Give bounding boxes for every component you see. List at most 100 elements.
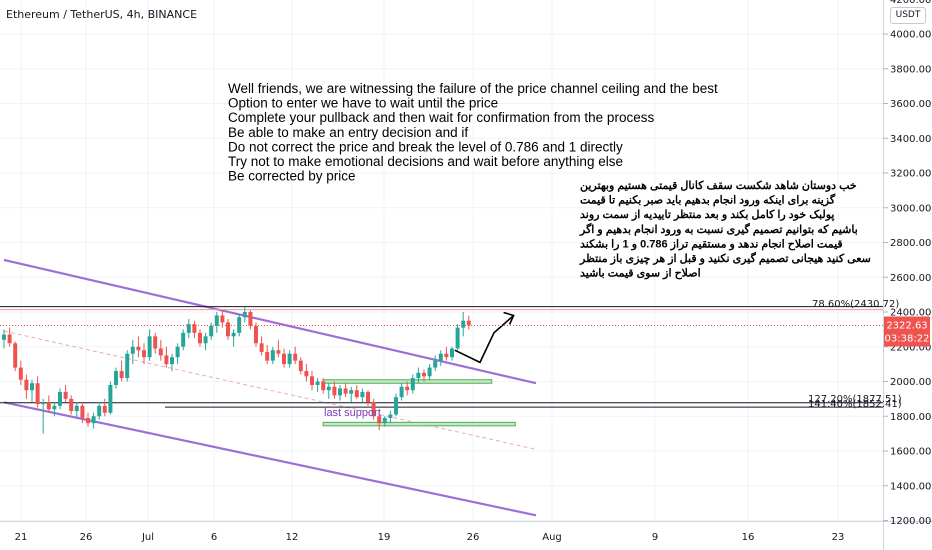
fib-level-label-upper: 78.60%(2430.72) [812, 299, 899, 310]
price-tick-label: 3800.00 [890, 64, 931, 75]
candle-body [35, 383, 40, 405]
price-tick-label: 4200.00 [890, 0, 931, 6]
english-note-line: Complete your pullback and then wait for… [228, 110, 654, 125]
candle-body [130, 346, 135, 354]
candle-body [332, 386, 337, 396]
english-note-line: Option to enter we have to wait until th… [228, 96, 498, 111]
candle-body [298, 360, 303, 372]
last-price-badge [884, 316, 930, 347]
candle-body [259, 343, 264, 352]
candle-body [394, 397, 398, 415]
price-tick-label: 1200.00 [890, 516, 931, 527]
candle-body [136, 346, 141, 351]
candle-body [248, 312, 253, 326]
english-note: Well friends, we are witnessing the fail… [228, 81, 718, 184]
time-tick-label: 12 [286, 532, 299, 543]
time-tick-label: 26 [80, 532, 93, 543]
candle-body [74, 405, 79, 412]
support-zone [322, 421, 516, 427]
time-tick-label: 19 [378, 532, 391, 543]
candle-body [192, 324, 197, 333]
time-tick-label: Jul [141, 532, 154, 543]
price-tick-label: 1600.00 [890, 447, 931, 458]
candle-body [30, 383, 34, 391]
candle-body [405, 386, 410, 391]
candle-body [58, 391, 62, 406]
english-note-line: Be able to make an entry decision and if [228, 125, 468, 140]
candle-body [276, 350, 281, 354]
symbol-title[interactable]: Ethereum / TetherUS, 4h, BINANCE [6, 8, 198, 21]
projection-arrowhead [503, 311, 515, 325]
candle-body [461, 320, 466, 328]
candle-body [214, 315, 219, 326]
candle-body [466, 320, 471, 326]
candle-body [2, 334, 6, 340]
time-tick-label: 6 [211, 532, 217, 543]
support-label: last support [324, 407, 381, 419]
candle-body [315, 381, 320, 385]
candle-body [198, 332, 202, 344]
candle-body [63, 391, 68, 399]
candle-body [226, 322, 230, 337]
persian-note-line: قیمت اصلاح انجام ندهد و مستقیم تراز 0.78… [580, 238, 843, 250]
price-badges: 2322.63 03:38:22 [0, 316, 930, 347]
candle-body [349, 390, 354, 394]
candle-body [416, 372, 421, 379]
english-note-line: Well friends, we are witnessing the fail… [228, 81, 718, 96]
candle-body [52, 405, 57, 410]
time-axis[interactable]: 21 26 Jul 6 12 19 26 Aug 9 16 23 [15, 532, 845, 543]
price-tick-label: 2200.00 [890, 342, 931, 353]
candle-body [147, 336, 152, 358]
candle-body [377, 416, 382, 424]
candle-body [444, 353, 449, 358]
candle-body [209, 325, 214, 337]
candle-body [321, 381, 326, 391]
price-tick-label: 2000.00 [890, 377, 931, 388]
candle-body [455, 327, 460, 349]
candle-body [433, 360, 438, 368]
projection-path [454, 314, 515, 364]
candles [2, 306, 471, 434]
drawings [0, 258, 883, 517]
persian-note-line: خب دوستان شاهد شکست سقف کانال قیمتی هستی… [580, 180, 857, 192]
candle-body [203, 336, 208, 344]
candle-body [422, 372, 426, 377]
candle-body [69, 398, 74, 412]
candle-body [282, 353, 286, 365]
currency-badge[interactable]: USDT [890, 7, 926, 24]
price-tick-label: 3400.00 [890, 134, 931, 145]
persian-note-line: سعی کنید هیجانی تصمیم گیری نکنید و قبل ا… [579, 251, 871, 265]
candle-body [220, 315, 225, 323]
candle-body [18, 367, 23, 380]
time-tick-label: 26 [467, 532, 480, 543]
candle-body [293, 353, 298, 361]
candle-body [265, 351, 270, 361]
candle-body [410, 378, 415, 391]
candle-body [450, 348, 454, 358]
candle-body [125, 353, 130, 379]
price-tick-label: 2400.00 [890, 308, 931, 319]
candle-body [326, 386, 331, 391]
candle-body [102, 405, 107, 413]
candle-body [86, 417, 90, 424]
overlay-labels: 78.60%(2430.72) 127.20%(1877.51) 141.40%… [324, 299, 902, 419]
candle-body [427, 367, 432, 377]
candle-body [242, 312, 247, 318]
price-tick-label: 1400.00 [890, 481, 931, 492]
price-tick-label: 3200.00 [890, 169, 931, 180]
persian-note: خب دوستان شاهد شکست سقف کانال قیمتی هستی… [579, 180, 871, 280]
candle-body [343, 388, 348, 394]
price-axis[interactable]: 4200.00 4000.00 3800.00 3600.00 3400.00 3200.… [883, 0, 931, 527]
candle-body [338, 388, 342, 396]
time-tick-label: 9 [652, 532, 658, 543]
price-tick-label: 2600.00 [890, 273, 931, 284]
candle-body [181, 332, 186, 347]
channel-mid-line [3, 330, 537, 450]
price-tick-label: 2800.00 [890, 238, 931, 249]
candle-body [153, 336, 158, 349]
english-note-line: Be corrected by price [228, 169, 356, 184]
candle-body [114, 371, 118, 385]
